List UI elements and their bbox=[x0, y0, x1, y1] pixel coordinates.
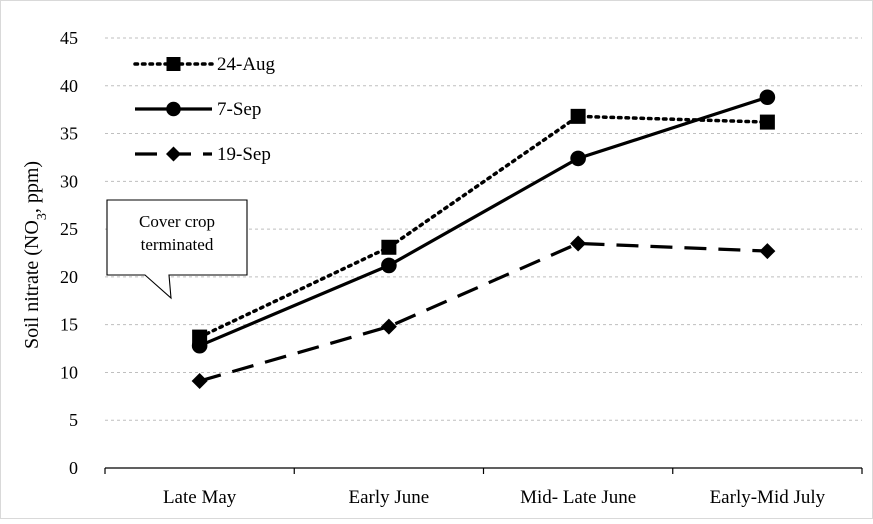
x-tick-label: Early-Mid July bbox=[710, 487, 826, 508]
data-point-diamond bbox=[191, 373, 208, 390]
data-point-circle bbox=[381, 257, 397, 274]
y-tick-label: 40 bbox=[60, 76, 78, 96]
y-tick-label: 15 bbox=[60, 315, 78, 335]
y-tick-label: 30 bbox=[60, 171, 78, 191]
legend-marker-square bbox=[166, 57, 181, 71]
legend-label: 24-Aug bbox=[217, 54, 276, 75]
annotation-callout-box bbox=[106, 199, 248, 300]
series-line-7-sep bbox=[199, 95, 768, 348]
data-point-diamond bbox=[380, 318, 397, 335]
y-axis-label: Soil nitrate (NO3, ppm) bbox=[21, 161, 50, 349]
data-point-square bbox=[570, 108, 586, 124]
data-point-square bbox=[381, 239, 397, 255]
annotation-text: terminated bbox=[141, 235, 214, 254]
y-tick-label: 25 bbox=[60, 219, 78, 239]
y-tick-label: 45 bbox=[60, 28, 78, 48]
series-line-24-aug bbox=[197, 114, 770, 339]
data-point-diamond bbox=[570, 235, 587, 252]
legend-label: 19-Sep bbox=[217, 144, 271, 165]
data-point-circle bbox=[191, 337, 208, 354]
data-point-square bbox=[759, 114, 775, 130]
x-tick-label: Mid- Late June bbox=[520, 487, 636, 508]
legend-label: 7-Sep bbox=[217, 99, 261, 120]
data-point-diamond bbox=[759, 243, 776, 260]
y-tick-label: 10 bbox=[60, 362, 78, 382]
x-tick-label: Late May bbox=[163, 487, 237, 508]
x-tick-label: Early June bbox=[349, 487, 430, 508]
legend-marker-diamond bbox=[166, 146, 181, 162]
y-tick-label: 35 bbox=[60, 124, 78, 144]
y-tick-label: 5 bbox=[69, 410, 78, 430]
data-point-circle bbox=[570, 150, 586, 167]
annotation-text: Cover crop bbox=[139, 212, 215, 231]
y-tick-label: 20 bbox=[60, 267, 78, 287]
legend-marker-circle bbox=[166, 101, 181, 117]
data-point-circle bbox=[759, 89, 776, 106]
y-tick-label: 0 bbox=[69, 458, 78, 478]
